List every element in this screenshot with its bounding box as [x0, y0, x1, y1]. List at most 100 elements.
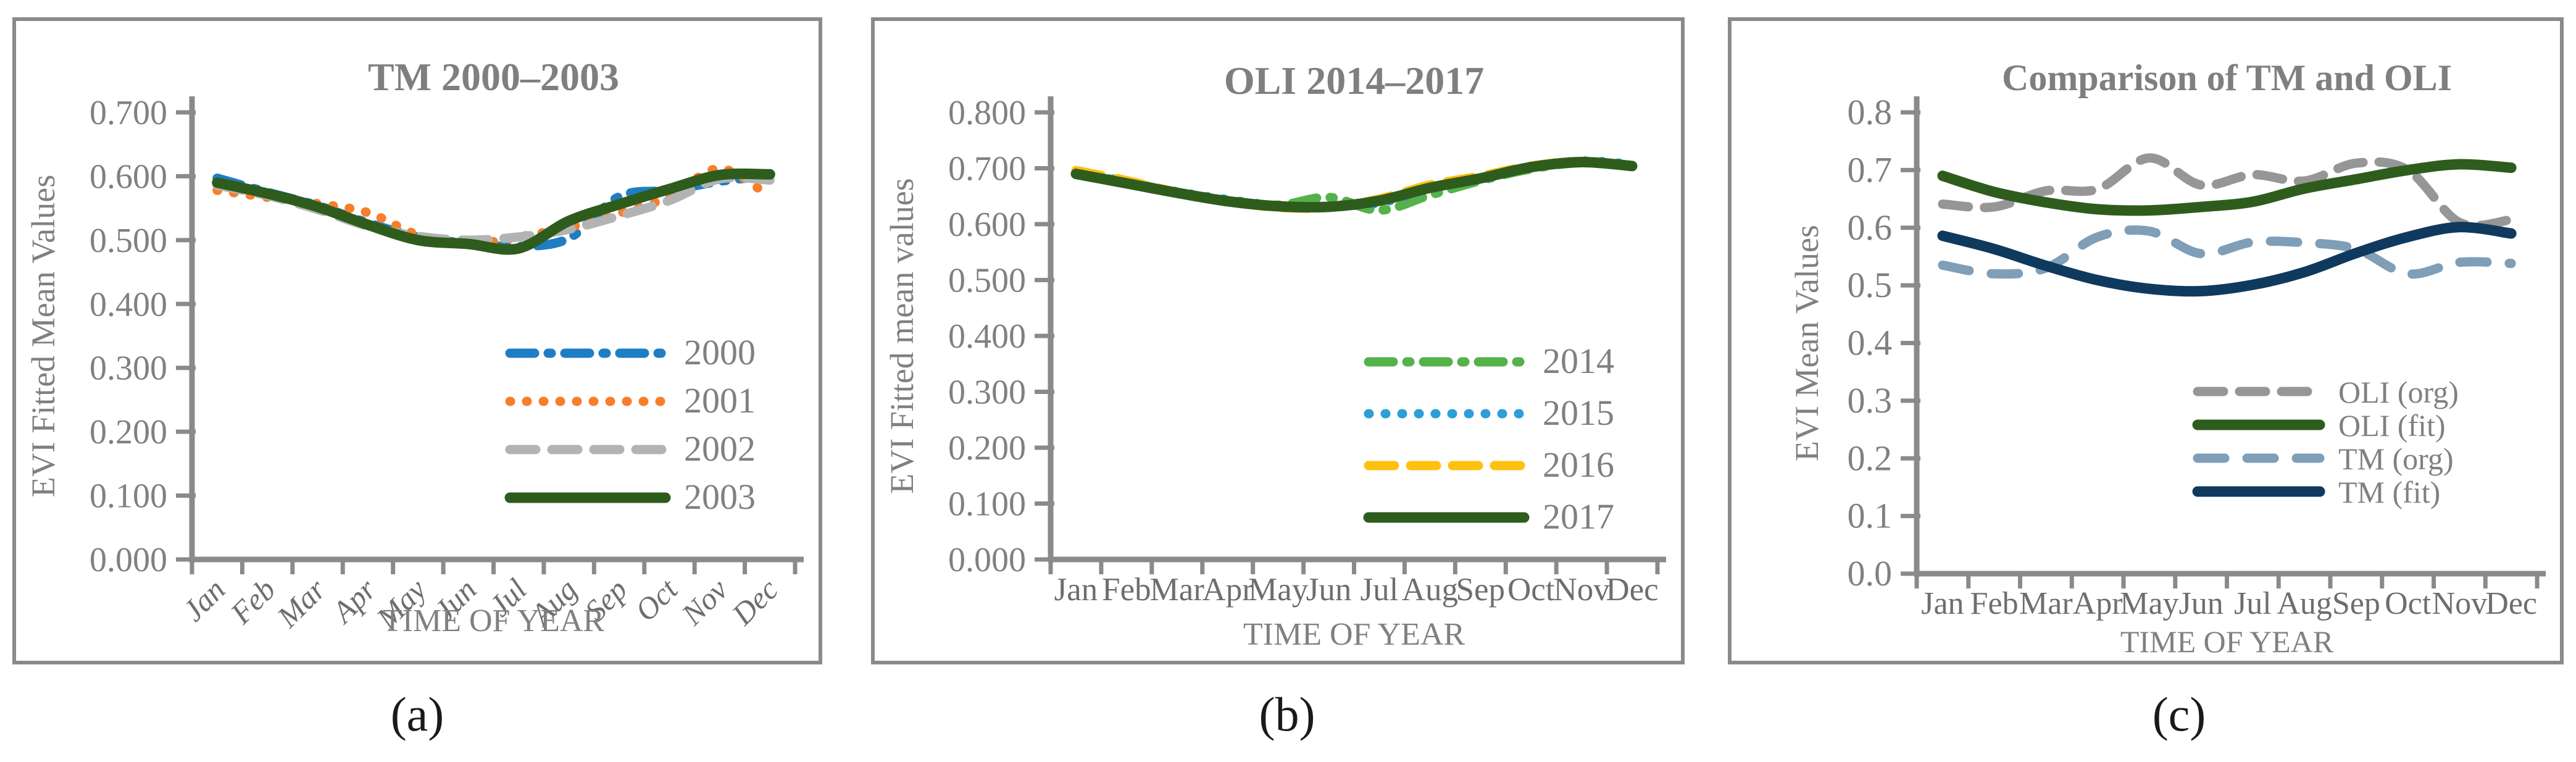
month-label: Jan	[176, 572, 232, 628]
series-group	[212, 164, 775, 255]
month-label: Apr	[2073, 586, 2123, 621]
month-label: Sep	[2332, 586, 2380, 621]
legend: OLI (org)OLI (fit)TM (org)TM (fit)	[2192, 375, 2459, 509]
legend-label: TM (fit)	[2338, 475, 2440, 509]
y-axis-title: EVI Fitted Mean Values	[25, 175, 62, 497]
chart-panel-a: TM 2000–2003 EVI Fitted Mean Values 0.000 0…	[12, 17, 822, 664]
series-oli-fit--line	[1937, 159, 2517, 216]
month-label: Jun	[1306, 572, 1352, 608]
month-label: Oct	[628, 571, 685, 627]
chart-title: TM 2000–2003	[368, 55, 619, 99]
legend-label: 2017	[1543, 496, 1614, 537]
chart-title: OLI 2014–2017	[1224, 59, 1484, 103]
x-tick-group	[1914, 574, 2540, 588]
month-label: Feb	[1102, 572, 1151, 608]
y-tick-label: 0.3	[1848, 380, 1893, 421]
month-label: Aug	[2277, 586, 2332, 621]
chart-panel-b: OLI 2014–2017 EVI Fitted mean values 0.000…	[871, 17, 1685, 664]
y-tick-group: 0.000 0.100 0.200 0.300 0.400 0.500 0.600 0.700…	[948, 94, 1054, 579]
y-tick-label: 0.000	[90, 541, 167, 579]
legend-item-2015: 2015	[1364, 393, 1614, 433]
month-label: Apr	[324, 572, 383, 630]
legend-item-2000: 2000	[505, 332, 756, 372]
caption-b: (b)	[1259, 687, 1315, 741]
y-tick-label: 0.0	[1848, 553, 1893, 593]
series-group	[1070, 156, 1638, 215]
month-label: Oct	[2385, 586, 2432, 621]
month-label: Dec	[2485, 586, 2537, 621]
y-tick-label: 0.400	[948, 317, 1026, 356]
legend-label: 2016	[1543, 445, 1614, 485]
legend-item-2002: 2002	[505, 429, 756, 469]
legend-label: OLI (fit)	[2338, 408, 2446, 443]
y-tick-label: 0.1	[1848, 496, 1893, 536]
series-tm-fit--line	[1937, 222, 2517, 297]
series-2003-line	[212, 168, 775, 255]
y-tick-label: 0.000	[948, 541, 1026, 579]
y-tick-label: 0.100	[90, 477, 167, 516]
month-label: Dec	[725, 572, 785, 632]
legend-item-2003: 2003	[504, 477, 756, 517]
month-label: Feb	[1970, 586, 2019, 621]
legend-label: 2015	[1543, 393, 1614, 433]
y-tick-label: 0.700	[90, 94, 167, 132]
x-tick-group	[190, 559, 798, 574]
series-group	[1937, 153, 2517, 297]
legend-label: 2014	[1543, 341, 1614, 381]
month-label: May	[1248, 572, 1309, 608]
y-tick-label: 0.500	[948, 262, 1026, 300]
y-tick-label: 0.2	[1848, 438, 1893, 478]
month-label: Aug	[1402, 572, 1458, 608]
chart-title: Comparison of TM and OLI	[2002, 57, 2452, 98]
month-label: Jan	[1921, 586, 1964, 621]
legend-item-2017: 2017	[1363, 496, 1614, 537]
month-label: Nov	[674, 572, 735, 632]
y-tick-label: 0.200	[90, 413, 167, 451]
y-tick-label: 0.7	[1848, 149, 1893, 190]
x-axis-title: TIME OF YEAR	[383, 603, 604, 638]
y-axis-title: EVI Mean Values	[1788, 225, 1825, 461]
legend-label: 2003	[684, 477, 756, 517]
month-label: Mar	[270, 572, 333, 635]
month-label: Mar	[1150, 572, 1205, 608]
y-tick-label: 0.400	[90, 285, 167, 324]
y-tick-label: 0.300	[90, 350, 167, 388]
month-label: Apr	[1202, 572, 1253, 608]
y-tick-label: 0.800	[948, 94, 1026, 132]
month-label: Dec	[1606, 572, 1658, 608]
month-label: Jan	[1054, 572, 1098, 608]
y-tick-label: 0.300	[948, 374, 1026, 412]
month-label: Nov	[1553, 572, 1610, 608]
y-tick-group: 0.0 0.1 0.2 0.3 0.4 0.5 0.6 0.7 0.8	[1848, 92, 1920, 593]
legend-label: 2002	[684, 429, 756, 469]
month-label: Feb	[223, 572, 282, 630]
chart-a-svg: TM 2000–2003 EVI Fitted Mean Values 0.000 0…	[25, 55, 804, 638]
y-tick-label: 0.6	[1848, 207, 1893, 248]
y-tick-label: 0.200	[948, 429, 1026, 467]
x-tick-group	[1048, 559, 1660, 574]
legend-item-tm-org-: TM (org)	[2193, 442, 2454, 476]
y-tick-label: 0.100	[948, 485, 1026, 524]
y-axis-title: EVI Fitted mean values	[883, 178, 920, 493]
legend: 2014 2015 2016 2017	[1363, 341, 1614, 537]
y-tick-label: 0.8	[1848, 92, 1893, 132]
month-label: May	[2120, 586, 2178, 621]
y-tick-label: 0.700	[948, 150, 1026, 188]
legend-item-oli-fit-: OLI (fit)	[2192, 408, 2446, 443]
x-axis-title: TIME OF YEAR	[2120, 624, 2334, 659]
month-label: Oct	[1507, 572, 1555, 608]
month-label: Jul	[1361, 572, 1399, 608]
legend-item-2014: 2014	[1364, 341, 1614, 381]
caption-c: (c)	[2152, 687, 2206, 741]
legend-item-2016: 2016	[1364, 445, 1614, 485]
chart-b-svg: OLI 2014–2017 EVI Fitted mean values 0.000…	[883, 59, 1666, 652]
series-2017-line	[1070, 156, 1638, 213]
legend-label: 2000	[684, 332, 756, 372]
y-tick-group: 0.000 0.100 0.200 0.300 0.400 0.500 0.600 0.700	[90, 94, 196, 579]
legend-label: OLI (org)	[2338, 375, 2459, 409]
month-label: Mar	[2019, 586, 2073, 621]
legend-item-tm-fit-: TM (fit)	[2192, 475, 2440, 509]
